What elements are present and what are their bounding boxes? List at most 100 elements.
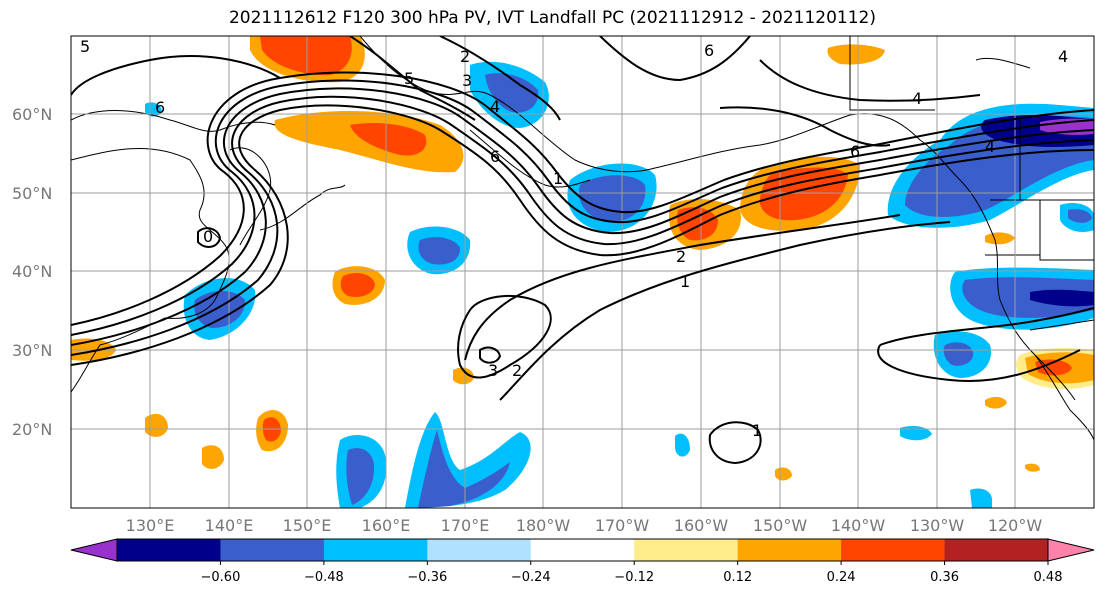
positive-anomaly-region: [202, 445, 224, 469]
pv-contour: [464, 214, 901, 361]
longitude-label: 170°E: [441, 516, 490, 535]
coastline: [229, 147, 272, 246]
contour-label: 2: [676, 247, 686, 266]
pv-contour: [197, 227, 222, 248]
contour-label: 5: [404, 69, 414, 88]
colorbar-tick-label: 0.48: [1034, 570, 1063, 585]
map-frame: [70, 35, 1095, 509]
pv-contour: [879, 307, 1094, 346]
map-title: 2021112612 F120 300 hPa PV, IVT Landfall…: [228, 8, 876, 28]
pv-contour: [708, 421, 762, 465]
contour-label: 2: [460, 47, 470, 66]
latitude-labels: 60°N 50°N 40°N 30°N 20°N: [12, 105, 52, 439]
negative-anomaly-region: [579, 175, 646, 222]
negative-anomaly-region: [346, 448, 375, 505]
positive-anomaly-region: [453, 367, 474, 385]
latitude-label: 40°N: [12, 262, 52, 281]
contour-label: 6: [850, 142, 860, 161]
positive-anomaly-region: [145, 413, 168, 437]
pv-contour: [71, 55, 281, 96]
pv-contours: [71, 36, 1094, 465]
pv-contour: [71, 104, 1094, 366]
longitude-label: 140°E: [205, 516, 254, 535]
contour-labels: 5 3 2 4 6 1 6 4 4 5 6 2 1 3 2 1 6 4 0: [80, 37, 1068, 440]
pv-contour: [479, 346, 502, 364]
latitude-label: 60°N: [12, 105, 52, 124]
colorbar-tick-label: 0.12: [723, 570, 752, 585]
border: [1029, 319, 1094, 331]
colorbar-segment: [117, 539, 221, 561]
negative-anomaly-region: [418, 430, 510, 508]
longitude-label: 160°W: [674, 516, 729, 535]
contour-label: 4: [912, 89, 922, 108]
coastline: [469, 129, 591, 188]
longitude-labels: 130°E 140°E 150°E 160°E 170°E 180°W 170°…: [126, 516, 1043, 535]
longitude-label: 150°W: [753, 516, 808, 535]
colorbar-tick-label: −0.24: [511, 570, 551, 585]
colorbar-segment: [944, 539, 1049, 561]
contour-label: 6: [704, 41, 714, 60]
negative-anomaly-region: [900, 426, 932, 441]
negative-anomaly-region: [1068, 209, 1092, 223]
positive-anomaly-region: [775, 467, 792, 481]
colorbar-segment: [634, 539, 739, 561]
colorbar-tick-label: −0.60: [201, 570, 241, 585]
border: [1039, 200, 1094, 261]
coastline: [359, 36, 1076, 401]
contour-label: 4: [1058, 47, 1068, 66]
colorbar-segment: [427, 539, 532, 561]
colorbar-segment: [737, 539, 842, 561]
negative-anomaly-region: [145, 102, 162, 117]
pv-contour: [599, 36, 751, 82]
colorbar-segment: [530, 539, 635, 561]
longitude-label: 140°W: [831, 516, 886, 535]
negative-anomaly-region: [970, 488, 992, 508]
pv-contour: [349, 36, 476, 121]
longitude-label: 180°W: [516, 516, 571, 535]
latitude-label: 30°N: [12, 341, 52, 360]
contour-label: 1: [553, 169, 563, 188]
pv-contour: [719, 106, 891, 147]
border: [849, 36, 935, 111]
colorbar-extend-max: [1047, 538, 1095, 562]
latitude-label: 50°N: [12, 184, 52, 203]
colorbar-tick-label: −0.48: [304, 570, 344, 585]
positive-anomaly-region: [260, 36, 352, 76]
pv-contour: [71, 71, 1094, 326]
positive-anomaly-region: [985, 396, 1007, 409]
colorbar-segment: [220, 539, 325, 561]
negative-anomaly-region: [485, 73, 539, 113]
contour-label: 4: [985, 137, 995, 156]
colorbar-tick-label: 0.24: [827, 570, 856, 585]
longitude-label: 130°W: [910, 516, 965, 535]
colorbar-tick-label: 0.36: [930, 570, 959, 585]
pv-contour: [877, 344, 1081, 382]
coastline: [259, 184, 346, 231]
pv-contour: [71, 79, 1094, 336]
colorbar-segment: [841, 539, 946, 561]
colorbar-outline: [116, 538, 1049, 562]
longitude-label: 170°W: [595, 516, 650, 535]
coastline: [1034, 354, 1094, 441]
positive-anomaly-region: [827, 44, 885, 65]
longitude-label: 150°E: [283, 516, 332, 535]
negative-anomaly-region: [418, 237, 460, 265]
borders: [849, 36, 1094, 331]
contour-label: 3: [462, 71, 472, 90]
positive-anomaly-region: [985, 232, 1015, 245]
colorbar: −0.60 −0.48 −0.36 −0.24 −0.12 0.12 0.24 0.36 0.4…: [70, 538, 1095, 585]
contour-label: 3: [488, 361, 498, 380]
colorbar-extend-min: [70, 538, 118, 562]
negative-anomaly-region: [943, 342, 974, 366]
contour-label: 4: [490, 97, 500, 116]
negative-anomaly-region: [675, 433, 690, 457]
longitude-label: 120°W: [988, 516, 1043, 535]
contour-label: 1: [680, 272, 690, 291]
negative-anomaly-region: [1030, 289, 1094, 307]
longitude-label: 160°E: [362, 516, 411, 535]
latitude-label: 20°N: [12, 420, 52, 439]
contour-label: 1: [752, 421, 762, 440]
pv-contour: [71, 95, 1094, 356]
colorbar-tick-label: −0.36: [407, 570, 447, 585]
